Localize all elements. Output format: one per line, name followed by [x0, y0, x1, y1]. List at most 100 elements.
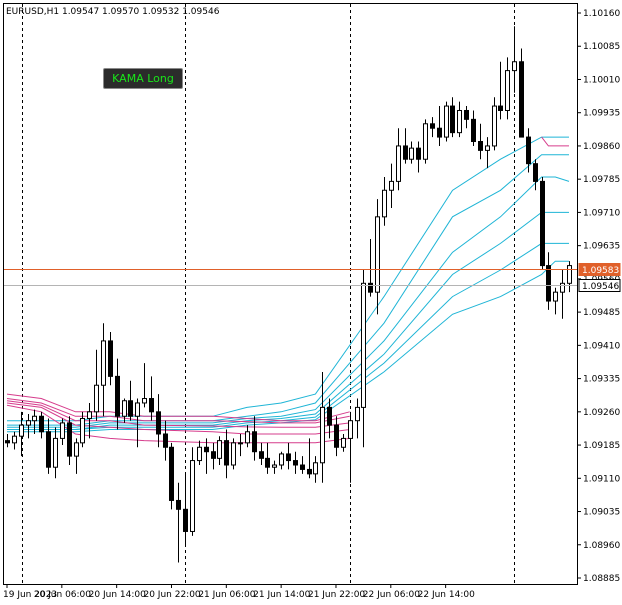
candle-body: [341, 437, 346, 448]
candle-body: [423, 123, 428, 160]
candle-body: [190, 460, 195, 532]
lower-band-line: [6, 404, 350, 444]
y-tick-label: 1.09185: [583, 441, 620, 451]
candle-body: [553, 291, 558, 302]
lower-band-line: [6, 402, 350, 435]
candle-body: [67, 422, 72, 457]
candle-body: [279, 453, 284, 466]
candle-body: [368, 282, 373, 293]
candle-body: [19, 424, 24, 437]
x-tick-label: 21 Jun 06:00: [198, 590, 255, 600]
bid-price-tag: [578, 279, 621, 292]
candle-body: [355, 406, 360, 422]
candle-body: [259, 451, 264, 459]
y-tick-label: 1.08885: [583, 574, 620, 584]
candle-body: [430, 123, 435, 129]
candle-body: [217, 440, 222, 459]
candle-body: [169, 446, 174, 501]
candle-body: [87, 411, 92, 419]
y-tick-label: 1.09335: [583, 375, 620, 385]
candle-body: [313, 462, 318, 475]
y-tick-label: 1.09110: [583, 474, 620, 484]
upper-bands: [7, 136, 570, 433]
candle-body: [286, 453, 291, 462]
candle-body: [94, 384, 99, 413]
candle-body: [512, 61, 517, 72]
candle-body: [457, 109, 462, 134]
candle-body: [26, 420, 31, 426]
plot-frame: [3, 3, 578, 585]
y-tick-label: 1.09035: [583, 508, 620, 518]
candle-body: [471, 118, 476, 143]
price-labels: 1.09583 1.09546: [578, 263, 621, 292]
y-tick-label: 1.09635: [583, 242, 620, 252]
candle-body: [46, 431, 51, 468]
candle-body: [183, 508, 188, 532]
candle-body: [526, 136, 531, 165]
candle-body: [464, 109, 469, 120]
candle-body: [403, 145, 408, 160]
candle-body: [122, 400, 127, 417]
y-tick-label: 1.08960: [583, 541, 620, 551]
candle-body: [108, 340, 113, 377]
candle-body: [416, 147, 421, 160]
candle-body: [53, 437, 58, 468]
candle-body: [176, 499, 181, 510]
lower-band-tail: [541, 136, 569, 147]
candle-body: [389, 180, 394, 191]
candle-body: [12, 435, 17, 444]
lower-band-line: [6, 400, 350, 428]
candle-body: [265, 457, 270, 468]
lower-band-line: [6, 398, 350, 424]
candle-body: [560, 282, 565, 293]
candle-body: [444, 105, 449, 138]
candle-body: [142, 398, 147, 404]
candle-body: [252, 431, 257, 453]
x-tick-label: 21 Jun 14:00: [253, 590, 310, 600]
candle-body: [409, 147, 414, 160]
x-tick-label: 20 Jun 22:00: [143, 590, 200, 600]
candle-body: [300, 464, 305, 470]
candle-body: [231, 442, 236, 466]
candle-body: [478, 141, 483, 151]
upper-band-line: [7, 211, 569, 430]
x-tick-label: 21 Jun 22:00: [308, 590, 365, 600]
candle-body: [224, 440, 229, 466]
upper-band-line: [7, 260, 569, 433]
candle-body: [546, 265, 551, 302]
candle-body: [348, 420, 353, 439]
candle-body: [245, 431, 250, 444]
candle-body: [197, 446, 202, 462]
candle-body: [156, 411, 161, 435]
candle-body: [74, 442, 79, 457]
y-tick-label: 1.10085: [583, 42, 620, 52]
candle-body: [204, 446, 209, 453]
candle-body: [519, 61, 524, 138]
candle-body: [533, 163, 538, 182]
candle-body: [163, 433, 168, 448]
candle-body: [211, 451, 216, 459]
candle-body: [115, 375, 120, 417]
candle-body: [361, 282, 366, 408]
symbol-title: EURUSD,H1 1.09547 1.09570 1.09532 1.0954…: [6, 7, 220, 17]
candle-body: [505, 70, 510, 111]
candle-body: [382, 189, 387, 218]
candle-body: [485, 145, 490, 151]
candle-body: [32, 415, 37, 422]
current-price-text: 1.09583: [582, 266, 619, 276]
lower-bands: [6, 136, 569, 444]
kama-long-button[interactable]: KAMA Long: [103, 68, 183, 89]
y-tick-label: 1.09935: [583, 109, 620, 119]
y-tick-label: 1.09785: [583, 175, 620, 185]
candles: [5, 26, 572, 563]
x-tick-label: 19 Jun 2023: [3, 590, 57, 600]
candle-body: [5, 440, 10, 444]
candle-body: [149, 398, 154, 413]
x-tick-label: 20 Jun 06:00: [34, 590, 91, 600]
candle-body: [375, 216, 380, 293]
price-axis: 1.10160 1.10085 1.10010 1.09935 1.09860 1.097…: [577, 9, 620, 584]
lower-band-line: [6, 393, 350, 422]
candle-body: [307, 468, 312, 475]
candle-body: [101, 340, 106, 386]
